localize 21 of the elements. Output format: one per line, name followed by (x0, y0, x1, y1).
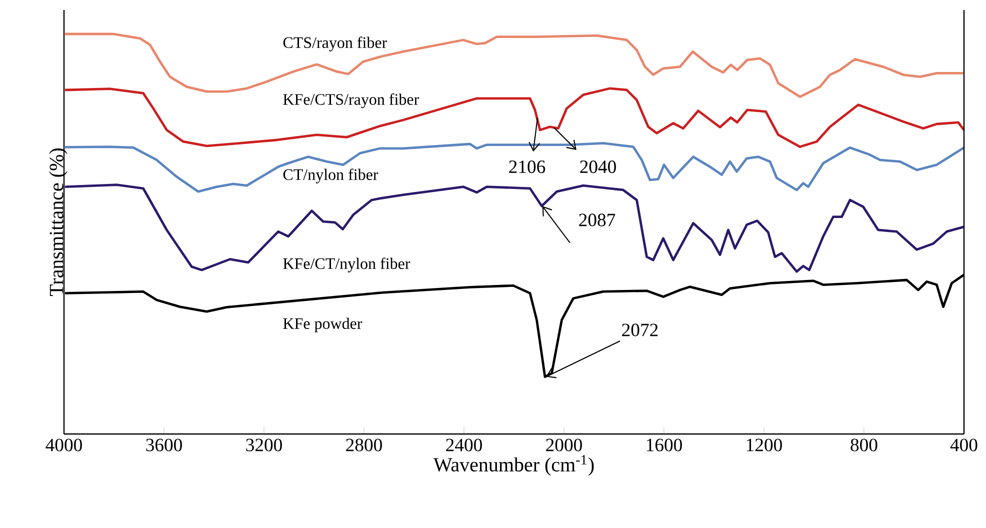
annotation: 2040 (580, 160, 616, 174)
series-label: KFe powder (283, 318, 362, 332)
series-label: CT/nylon fiber (283, 168, 378, 184)
x-tick-label: 800 (850, 438, 878, 452)
series-label: KFe/CT/nylon fiber (283, 258, 410, 272)
series-label: KFe/CTS/rayon fiber (283, 93, 419, 108)
x-tick-label: 1200 (746, 438, 782, 452)
annotation: 2087 (579, 214, 616, 226)
x-tick-label: 2000 (546, 438, 582, 452)
y-axis-title: Transmittance (%) (49, 148, 68, 296)
x-tick-label: 2800 (346, 438, 382, 452)
x-tick-label: 3200 (246, 438, 282, 452)
x-tick-label: 3600 (146, 438, 182, 452)
x-tick-label: 400 (950, 438, 978, 452)
series-label: CTS/rayon fiber (283, 36, 387, 52)
x-tick-label: 2400 (446, 438, 482, 452)
x-tick-label: 1600 (646, 438, 682, 452)
x-tick-label: 4000 (46, 438, 82, 452)
annotation: 2072 (622, 324, 658, 336)
x-axis-title: Wavenumber (cm$^{-1}$) (433, 455, 594, 476)
annotation: 2106 (509, 160, 546, 174)
